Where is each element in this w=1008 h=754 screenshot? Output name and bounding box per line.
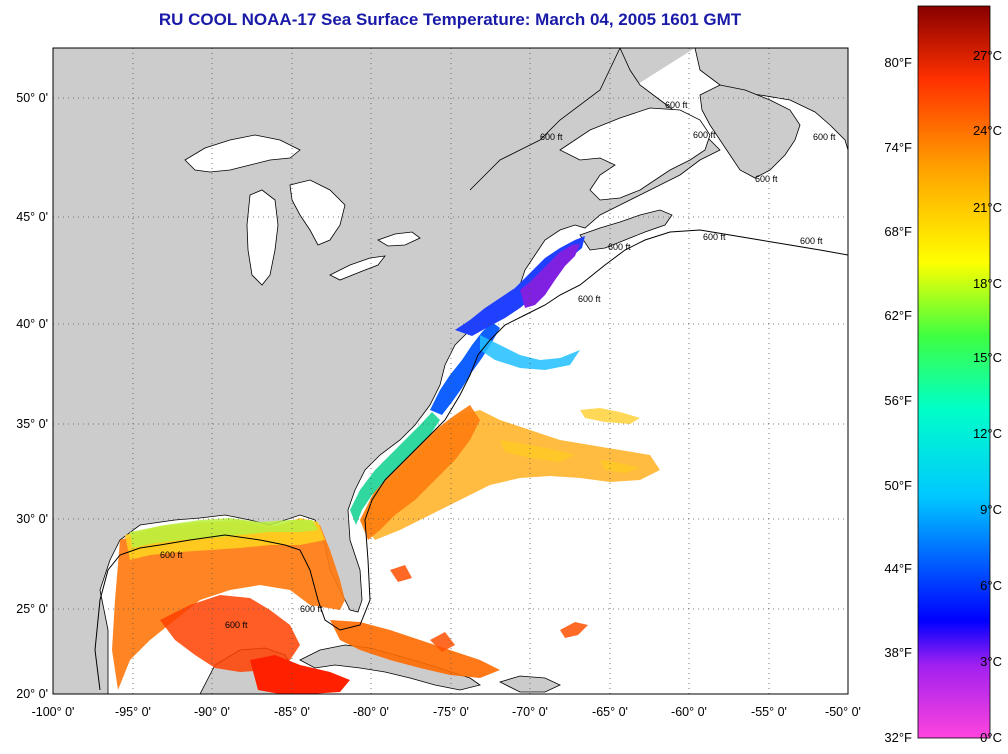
- lat-axis-labels: 50° 0' 45° 0' 40° 0' 35° 0' 30° 0' 25° 0…: [16, 91, 48, 701]
- cb-c-9: 9°C: [980, 502, 1002, 517]
- lat-label-40: 40° 0': [16, 317, 48, 331]
- isobath-label-9: 600 ft: [578, 294, 601, 304]
- isobath-label-6: 600 ft: [703, 232, 726, 242]
- isobath-label-10: 600 ft: [160, 550, 183, 560]
- isobath-label-12: 600 ft: [225, 620, 248, 630]
- cb-f-68: 68°F: [884, 224, 912, 239]
- cb-f-44: 44°F: [884, 561, 912, 576]
- nova-scotia-land: [579, 209, 673, 251]
- lake-huron: [289, 179, 346, 246]
- isobath-label-8: 600 ft: [800, 236, 823, 246]
- sst-caribbean-patches: [390, 565, 588, 652]
- isobath-label-3: 600 ft: [693, 130, 716, 140]
- plot-frame: [52, 47, 849, 695]
- sst-open-atlantic: [500, 408, 640, 473]
- lake-superior: [184, 134, 301, 173]
- lat-label-30: 30° 0': [16, 512, 48, 526]
- cb-c-3: 3°C: [980, 654, 1002, 669]
- lat-label-25: 25° 0': [16, 602, 48, 616]
- lon-label-95: -95° 0': [115, 705, 151, 719]
- isobath-label-4: 600 ft: [813, 132, 836, 142]
- lon-label-55: -55° 0': [751, 705, 787, 719]
- isobath-labels: 600 ft 600 ft 600 ft 600 ft 600 ft 600 f…: [160, 100, 836, 630]
- isobath-label-11: 600 ft: [300, 604, 323, 614]
- lon-label-60: -60° 0': [671, 705, 707, 719]
- isobath-600ft: [94, 229, 848, 691]
- cb-f-80: 80°F: [884, 55, 912, 70]
- isobath-label-7: 600 ft: [608, 242, 631, 252]
- lon-label-70: -70° 0': [512, 705, 548, 719]
- newfoundland-land: [699, 84, 801, 179]
- cb-f-32: 32°F: [884, 730, 912, 745]
- lon-label-50: -50° 0': [825, 705, 861, 719]
- colorbar: 80°F 74°F 68°F 62°F 56°F 50°F 44°F 38°F …: [884, 5, 1002, 745]
- map-title: RU COOL NOAA-17 Sea Surface Temperature:…: [158, 10, 742, 29]
- cb-c-21: 21°C: [973, 200, 1002, 215]
- cb-c-24: 24°C: [973, 123, 1002, 138]
- cb-c-0: 0°C: [980, 730, 1002, 745]
- lon-label-65: -65° 0': [592, 705, 628, 719]
- cb-c-12: 12°C: [973, 426, 1002, 441]
- cb-f-50: 50°F: [884, 478, 912, 493]
- isobath-label-1: 600 ft: [665, 100, 688, 110]
- cb-c-18: 18°C: [973, 276, 1002, 291]
- cb-c-15: 15°C: [973, 350, 1002, 365]
- cb-c-6: 6°C: [980, 578, 1002, 593]
- lon-label-100: -100° 0': [32, 705, 75, 719]
- lon-label-90: -90° 0': [194, 705, 230, 719]
- colorbar-gradient: [917, 5, 991, 739]
- cb-c-27: 27°C: [973, 48, 1002, 63]
- lat-label-45: 45° 0': [16, 210, 48, 224]
- sst-east-coast: [350, 236, 660, 540]
- isobath-label-5: 600 ft: [755, 174, 778, 184]
- lon-label-80: -80° 0': [353, 705, 389, 719]
- cb-f-38: 38°F: [884, 645, 912, 660]
- gulf-st-lawrence: [559, 107, 711, 201]
- lon-label-75: -75° 0': [433, 705, 469, 719]
- cb-f-74: 74°F: [884, 140, 912, 155]
- lake-erie: [329, 255, 386, 281]
- lake-michigan: [246, 189, 279, 286]
- isobath-label-2: 600 ft: [540, 132, 563, 142]
- lat-label-35: 35° 0': [16, 417, 48, 431]
- sst-gulf-of-mexico: [112, 518, 500, 694]
- cb-f-56: 56°F: [884, 393, 912, 408]
- cb-f-62: 62°F: [884, 308, 912, 323]
- lat-label-20: 20° 0': [16, 687, 48, 701]
- lon-axis-labels: -100° 0' -95° 0' -90° 0' -85° 0' -80° 0'…: [32, 705, 861, 719]
- lake-ontario: [377, 231, 421, 247]
- lon-label-85: -85° 0': [274, 705, 310, 719]
- lat-label-50: 50° 0': [16, 91, 48, 105]
